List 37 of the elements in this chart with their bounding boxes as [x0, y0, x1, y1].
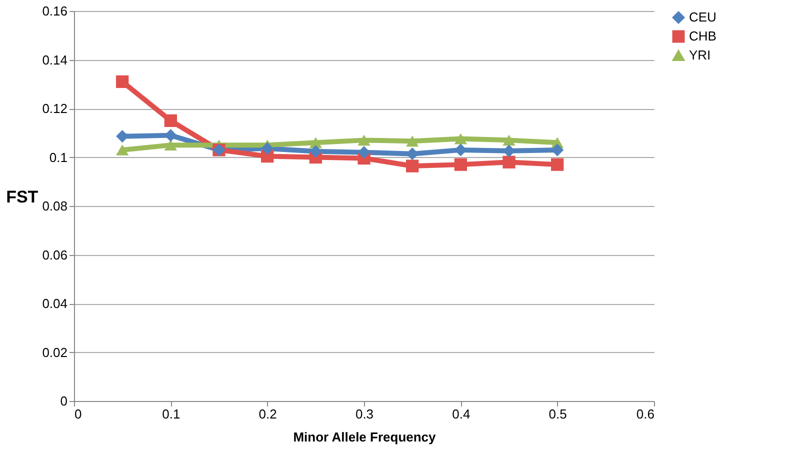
x-tick-label: 0.1: [162, 406, 180, 422]
point: [261, 142, 274, 155]
point: [164, 140, 177, 151]
x-tick-label: 0.5: [548, 406, 567, 422]
point: [406, 160, 419, 172]
point: [309, 145, 322, 158]
x-tick-label: 0.4: [452, 406, 470, 422]
x-tick-label: 0.2: [258, 406, 277, 422]
y-tick-label: 0.02: [42, 344, 68, 360]
point: [406, 136, 419, 147]
point: [164, 114, 177, 128]
y-tick-label: 0.04: [42, 296, 68, 311]
legend-label: CEU: [689, 10, 716, 24]
y-tick-label: 0.06: [42, 247, 68, 262]
point: [502, 156, 516, 168]
y-tick-label: 0.1: [49, 150, 68, 165]
point: [116, 75, 129, 88]
point: [454, 133, 467, 144]
point: [358, 146, 370, 159]
x-tick-label: 0.6: [636, 406, 654, 422]
x-tick-label: 0: [74, 406, 82, 422]
point: [551, 158, 564, 171]
legend-label: CHB: [689, 28, 716, 44]
y-axis-title: FST: [6, 188, 39, 206]
y-tick-label: 0: [60, 394, 68, 408]
point: [454, 158, 467, 171]
y-tick-label: 0.12: [42, 101, 68, 116]
y-tick-label: 0.14: [42, 52, 68, 68]
y-tick-label: 0.08: [42, 198, 68, 214]
point: [551, 144, 564, 156]
point: [116, 144, 129, 156]
x-axis-title: Minor Allele Frequency: [293, 430, 437, 444]
legend-label: YRI: [689, 48, 711, 62]
x-tick-label: 0.3: [355, 406, 374, 422]
point: [502, 134, 516, 146]
point: [358, 134, 370, 146]
y-tick-label: 0.16: [42, 4, 68, 18]
